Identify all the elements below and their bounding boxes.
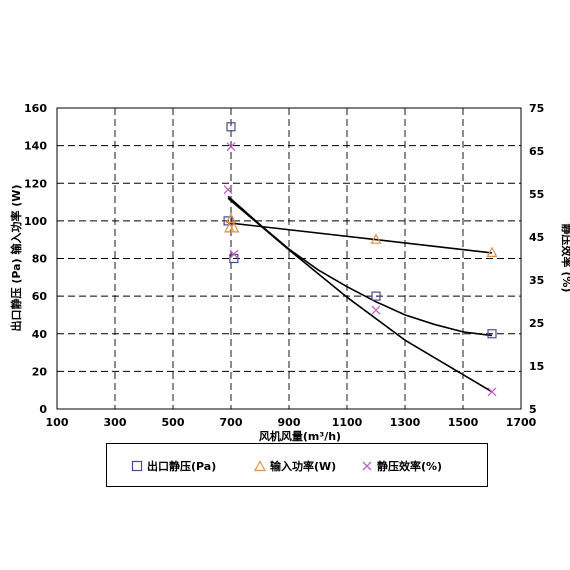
y-left-tick-label: 0	[39, 403, 47, 416]
data-point-square	[226, 122, 236, 132]
legend-item-static-pressure: 出口静压(Pa)	[131, 458, 216, 474]
y-right-tick-label: 75	[529, 102, 544, 115]
legend-label: 出口静压(Pa)	[147, 460, 217, 473]
legend: 出口静压(Pa) 输入功率(W) 静压效率(%)	[106, 443, 488, 487]
x-tick-label: 1100	[332, 416, 363, 429]
y-right-tick-label: 15	[529, 360, 544, 373]
data-point-triangle	[228, 222, 240, 233]
triangle-marker-icon	[253, 460, 267, 472]
y-right-tick-label: 45	[529, 231, 544, 244]
y-left-tick-label: 20	[32, 365, 48, 378]
data-point-x	[229, 249, 239, 259]
trend-line	[227, 197, 493, 393]
y-right-tick-label: 25	[529, 317, 544, 330]
trend-lines	[227, 195, 493, 393]
square-marker-icon	[131, 460, 143, 472]
y-left-tick-label: 80	[32, 253, 48, 266]
y-left-tick-label: 60	[32, 290, 48, 303]
y-right-tick-label: 35	[529, 274, 544, 287]
data-point-square	[371, 291, 381, 301]
legend-label: 静压效率(%)	[377, 460, 443, 473]
x-tick-label: 700	[220, 416, 243, 429]
x-tick-label: 1300	[390, 416, 421, 429]
y-right-tick-label: 55	[529, 188, 544, 201]
y-left-tick-label: 140	[24, 140, 47, 153]
y-axis-left-title: 出口静压 (Pa) 输入功率 (W)	[9, 185, 23, 332]
y-left-tick-label: 100	[24, 215, 47, 228]
x-axis-title: 风机风量(m³/h)	[259, 429, 341, 443]
data-markers	[223, 122, 498, 397]
x-tick-label: 100	[46, 416, 69, 429]
legend-item-efficiency: 静压效率(%)	[361, 458, 442, 474]
legend-label: 输入功率(W)	[270, 460, 337, 473]
tick-labels: 100 300 500 700 900 1100 1300 1500 1700 0 20 40 60 80…	[24, 102, 544, 429]
y-left-tick-label: 120	[24, 177, 47, 190]
x-tick-label: 300	[104, 416, 127, 429]
data-point-x	[223, 185, 233, 195]
x-tick-label: 900	[278, 416, 301, 429]
y-right-tick-label: 65	[529, 145, 544, 158]
x-tick-label: 1500	[448, 416, 479, 429]
data-point-triangle	[225, 212, 237, 224]
x-tick-label: 500	[162, 416, 185, 429]
x-marker-icon	[361, 460, 373, 472]
data-point-x	[487, 387, 497, 397]
x-tick-label: 1700	[506, 416, 537, 429]
data-point-square	[487, 329, 497, 339]
data-point-triangle	[486, 246, 498, 257]
y-left-tick-label: 40	[32, 328, 48, 341]
data-point-x	[226, 142, 236, 152]
y-right-tick-label: 5	[529, 403, 537, 416]
data-point-x	[371, 305, 381, 315]
trend-line	[228, 222, 493, 254]
grid-lines	[57, 108, 521, 409]
legend-item-input-power: 输入功率(W)	[253, 458, 337, 474]
data-point-triangle	[370, 233, 382, 244]
y-left-tick-label: 160	[24, 102, 47, 115]
y-axis-right-title: 静压效率 (%)	[560, 224, 570, 293]
